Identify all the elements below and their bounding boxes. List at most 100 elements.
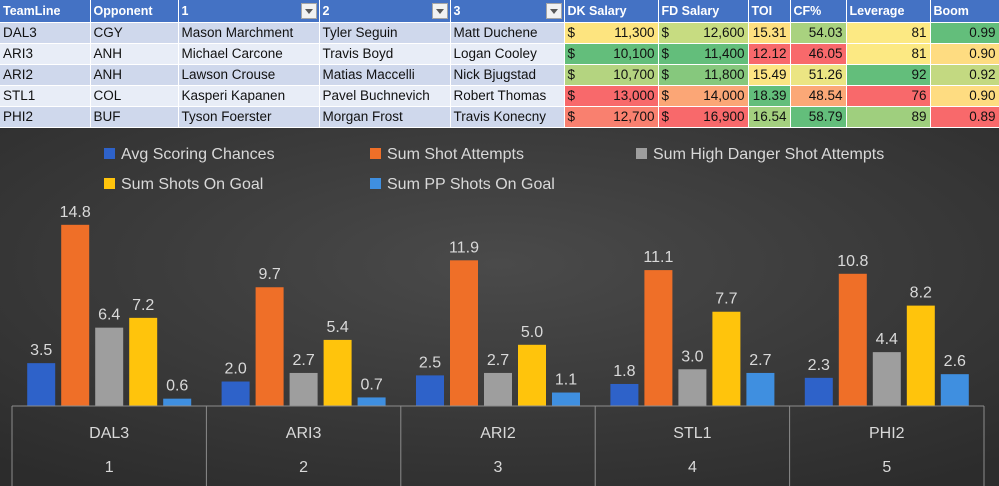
cell-leverage[interactable]: 81 [846,43,931,65]
cell-cf-pct[interactable]: 58.79 [790,106,847,128]
cell-player-2[interactable]: Pavel Buchnevich [319,85,451,107]
cell-opponent[interactable]: COL [90,85,179,107]
cell-dk-salary[interactable]: $11,300 [564,22,659,44]
cell-player-1[interactable]: Michael Carcone [178,43,320,65]
cell-boom[interactable]: 0.89 [930,106,999,128]
data-label: 6.4 [98,307,120,324]
bar[interactable] [610,383,639,406]
bar[interactable] [906,305,935,406]
cell-player-2[interactable]: Morgan Frost [319,106,451,128]
sub-category-label: 4 [688,459,697,476]
cell-opponent[interactable]: ANH [90,64,179,86]
cell-fd-salary[interactable]: $11,400 [658,43,749,65]
chart-canvas: Avg Scoring Chances Sum Shot Attempts Sum … [0,128,999,486]
cell-dk-salary[interactable]: $10,100 [564,43,659,65]
cell-leverage[interactable]: 76 [846,85,931,107]
cell-toi[interactable]: 12.12 [748,43,791,65]
cell-toi[interactable]: 18.39 [748,85,791,107]
bar[interactable] [678,369,707,406]
cell-cf-pct[interactable]: 51.26 [790,64,847,86]
legend-item[interactable]: Avg Scoring Chances [104,146,275,163]
cell-player-3[interactable]: Robert Thomas [450,85,565,107]
legend-item[interactable]: Sum Shots On Goal [104,176,263,193]
cell-teamline[interactable]: ARI2 [0,64,91,86]
bar[interactable] [838,273,867,406]
legend-item[interactable]: Sum PP Shots On Goal [370,176,555,193]
bar[interactable] [712,311,741,406]
filter-dropdown-icon[interactable] [545,3,562,19]
cell-opponent[interactable]: CGY [90,22,179,44]
bar[interactable] [95,327,124,406]
cell-player-3[interactable]: Matt Duchene [450,22,565,44]
cell-boom[interactable]: 0.90 [930,43,999,65]
bar[interactable] [450,260,478,406]
cell-dk-salary[interactable]: $10,700 [564,64,659,86]
bar[interactable] [357,397,386,406]
bar[interactable] [518,344,546,406]
cell-player-1[interactable]: Mason Marchment [178,22,320,44]
bar[interactable] [323,339,352,406]
bar[interactable] [804,377,833,406]
cell-dk-salary[interactable]: $12,700 [564,106,659,128]
bar[interactable] [644,270,673,406]
table-row: ARI2 ANH Lawson Crouse Matias Maccelli Nick … [0,64,999,86]
bar[interactable] [940,374,969,406]
filter-dropdown-icon[interactable] [431,3,448,19]
bar[interactable] [61,224,90,406]
cell-player-2[interactable]: Tyler Seguin [319,22,451,44]
cell-toi[interactable]: 16.54 [748,106,791,128]
cell-player-2[interactable]: Matias Maccelli [319,64,451,86]
cell-dk-salary[interactable]: $13,000 [564,85,659,107]
cell-toi[interactable]: 15.31 [748,22,791,44]
cell-fd-salary[interactable]: $11,800 [658,64,749,86]
legend-item[interactable]: Sum Shot Attempts [370,146,524,163]
cell-leverage[interactable]: 89 [846,106,931,128]
data-label: 2.5 [419,354,441,371]
bar[interactable] [872,352,901,406]
cell-fd-salary[interactable]: $16,900 [658,106,749,128]
cell-toi[interactable]: 15.49 [748,64,791,86]
cell-boom[interactable]: 0.92 [930,64,999,86]
cell-teamline[interactable]: DAL3 [0,22,91,44]
cell-cf-pct[interactable]: 54.03 [790,22,847,44]
cell-player-3[interactable]: Travis Konecny [450,106,565,128]
cell-opponent[interactable]: BUF [90,106,179,128]
cell-teamline[interactable]: PHI2 [0,106,91,128]
cell-cf-pct[interactable]: 46.05 [790,43,847,65]
cell-boom[interactable]: 0.99 [930,22,999,44]
bar[interactable] [484,372,512,406]
bar[interactable] [221,381,250,406]
data-label: 11.9 [449,239,479,256]
header-label: Boom [933,3,969,18]
cell-player-3[interactable]: Nick Bjugstad [450,64,565,86]
cell-leverage[interactable]: 92 [846,64,931,86]
cell-fd-salary[interactable]: $12,600 [658,22,749,44]
cell-boom[interactable]: 0.90 [930,85,999,107]
bar[interactable] [416,375,444,406]
bar[interactable] [552,392,580,406]
cell-player-1[interactable]: Tyson Foerster [178,106,320,128]
cell-cf-pct[interactable]: 48.54 [790,85,847,107]
cell-player-1[interactable]: Lawson Crouse [178,64,320,86]
legend-item[interactable]: Sum High Danger Shot Attempts [636,146,884,163]
data-label: 8.2 [910,285,932,302]
salary-amount: 12,700 [613,109,655,124]
cell-leverage[interactable]: 81 [846,22,931,44]
cell-fd-salary[interactable]: $14,000 [658,85,749,107]
bar[interactable] [746,372,775,406]
cell-opponent[interactable]: ANH [90,43,179,65]
bar[interactable] [27,363,56,406]
cell-player-1[interactable]: Kasperi Kapanen [178,85,320,107]
bar[interactable] [163,398,192,406]
cell-teamline[interactable]: ARI3 [0,43,91,65]
cell-teamline[interactable]: STL1 [0,85,91,107]
bar[interactable] [129,317,158,406]
cell-player-2[interactable]: Travis Boyd [319,43,451,65]
table-row: STL1 COL Kasperi Kapanen Pavel Buchnevich Ro… [0,85,999,107]
bar[interactable] [255,287,284,406]
filter-dropdown-icon[interactable] [300,3,317,19]
data-label: 0.7 [360,376,382,393]
header-opponent: Opponent [90,0,179,23]
bar[interactable] [289,372,318,406]
cell-player-3[interactable]: Logan Cooley [450,43,565,65]
